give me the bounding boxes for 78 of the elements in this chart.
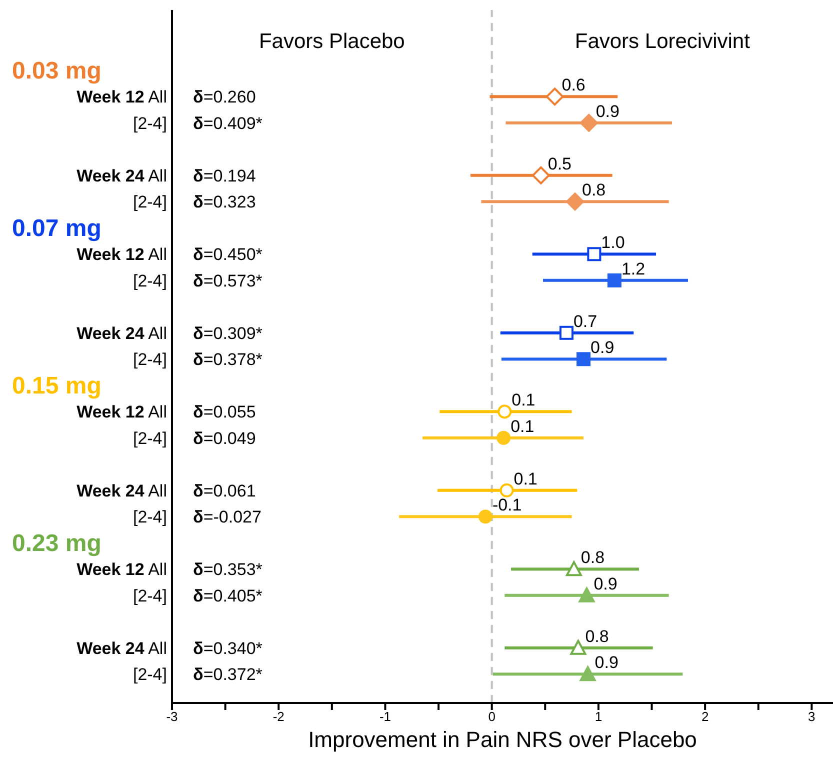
text: Favors Placebo	[258, 30, 406, 54]
data-label: 0.8	[585, 626, 609, 646]
y-tick-label: Week 12 All	[76, 245, 167, 264]
point	[500, 483, 514, 498]
y2-tick-label: δ=0.405*	[193, 586, 263, 606]
y2-tick-label: δ=0.573*	[193, 271, 263, 290]
y2-tick-label: δ=0.055	[193, 402, 256, 422]
point	[587, 247, 602, 262]
point	[498, 404, 512, 419]
y-tick-label: Week 24 All	[76, 638, 167, 658]
y2-tick-label: δ=0.260	[193, 88, 256, 107]
y2-tick-label: δ=0.061	[193, 481, 256, 500]
y-tick-label: Week 24 All	[76, 324, 167, 343]
data-label: 1.0	[601, 233, 625, 252]
x-tick-label: -2	[272, 709, 284, 724]
y-tick-label: Week 24 All	[76, 166, 167, 186]
point	[566, 192, 584, 211]
x-tick-label: -3	[166, 709, 178, 724]
text: Favors Lorecivivint	[574, 30, 751, 54]
text: 0.23 mg	[12, 530, 102, 557]
y-tick-label: [2-4]	[132, 665, 167, 684]
point	[580, 114, 598, 132]
point	[546, 88, 564, 106]
x-tick-label: 3	[808, 709, 816, 724]
point	[580, 666, 596, 682]
x-tick-label: 1	[594, 709, 602, 724]
y2-tick-label: δ=-0.027	[193, 508, 262, 527]
y-tick-label: Week 12 All	[76, 402, 167, 422]
x-tick-label: 2	[701, 709, 709, 724]
y2-tick-label: δ=0.194	[193, 166, 256, 186]
data-label: 0.5	[548, 154, 572, 174]
y-tick-label: [2-4]	[132, 271, 167, 290]
data-label: 0.1	[510, 416, 534, 436]
y2-tick-label: δ=0.372*	[193, 665, 263, 684]
data-label: -0.1	[492, 496, 522, 515]
x-axis-title: Improvement in Pain NRS over Placebo	[307, 727, 698, 753]
point	[496, 430, 511, 445]
y2-tick-label: δ=0.049	[193, 428, 256, 448]
x-tick-label: -1	[379, 709, 392, 724]
point	[532, 166, 550, 184]
data-label: 0.7	[573, 312, 598, 331]
y2-tick-label: δ=0.323	[193, 192, 256, 212]
data-label: 0.8	[582, 180, 606, 200]
data-label: 0.9	[596, 102, 620, 121]
y-tick-label: Week 12 All	[76, 560, 167, 580]
y2-tick-label: δ=0.340*	[193, 638, 263, 658]
y-tick-label: Week 12 All	[76, 88, 167, 107]
data-label: 0.9	[594, 574, 618, 594]
data-label: 0.1	[514, 469, 538, 488]
y-tick-label: Week 24 All	[76, 481, 167, 500]
point	[478, 510, 492, 524]
y2-tick-label: δ=0.450*	[193, 245, 263, 264]
point	[578, 587, 595, 602]
point	[566, 561, 582, 576]
text: 0.07 mg	[12, 214, 102, 242]
point	[570, 640, 586, 655]
data-label: 0.1	[512, 390, 536, 410]
x-tick-label: 0	[488, 709, 496, 724]
y2-tick-label: δ=0.309*	[193, 324, 263, 343]
point	[576, 352, 591, 366]
y-tick-label: [2-4]	[132, 428, 167, 448]
y-tick-label: [2-4]	[132, 350, 167, 370]
y-tick-label: [2-4]	[132, 114, 167, 133]
text: 0.03 mg	[12, 57, 102, 84]
y2-tick-label: δ=0.353*	[193, 560, 263, 580]
data-label: 0.9	[594, 653, 618, 672]
y2-tick-label: δ=0.409*	[193, 114, 263, 133]
data-label: 0.9	[590, 338, 614, 358]
data-label: 0.8	[580, 548, 605, 568]
data-label: 0.6	[562, 76, 586, 95]
text: 0.15 mg	[12, 372, 102, 400]
point	[559, 326, 574, 340]
data-label: 1.2	[621, 259, 646, 278]
y-tick-label: [2-4]	[132, 508, 167, 527]
y2-tick-label: δ=0.378*	[193, 350, 263, 370]
point	[607, 273, 622, 288]
y-tick-label: [2-4]	[132, 586, 167, 606]
y-tick-label: [2-4]	[132, 192, 167, 212]
